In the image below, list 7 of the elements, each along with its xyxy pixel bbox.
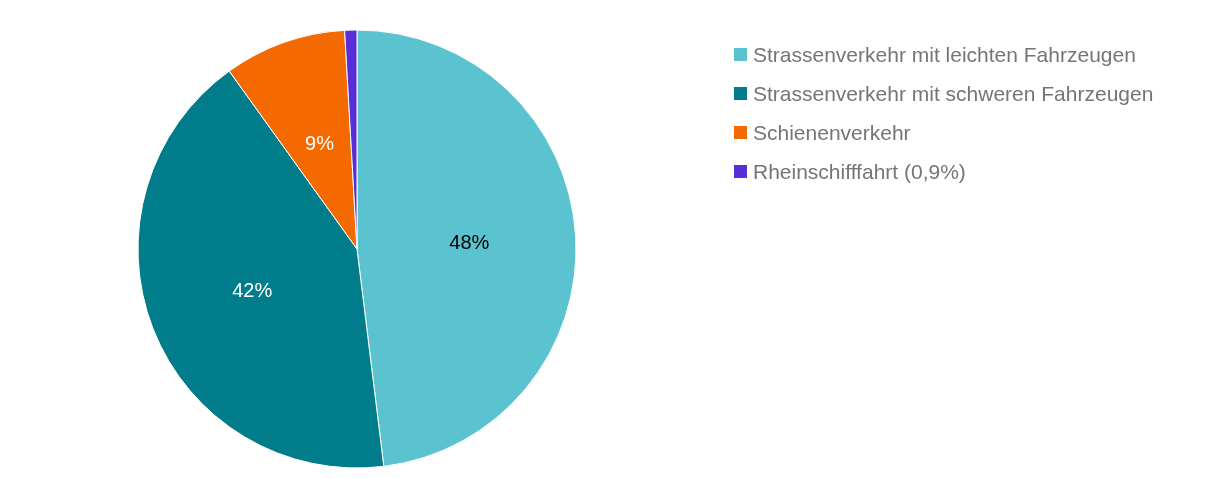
data-label: 42% bbox=[232, 278, 273, 301]
legend-label: Strassenverkehr mit leichten Fahrzeugen bbox=[753, 43, 1136, 66]
data-label: 9% bbox=[305, 131, 335, 154]
legend-label: Strassenverkehr mit schweren Fahrzeugen bbox=[753, 82, 1154, 105]
legend-label: Rheinschifffahrt (0,9%) bbox=[753, 160, 966, 183]
legend-label: Schienenverkehr bbox=[753, 121, 911, 144]
data-label: 48% bbox=[449, 231, 490, 254]
